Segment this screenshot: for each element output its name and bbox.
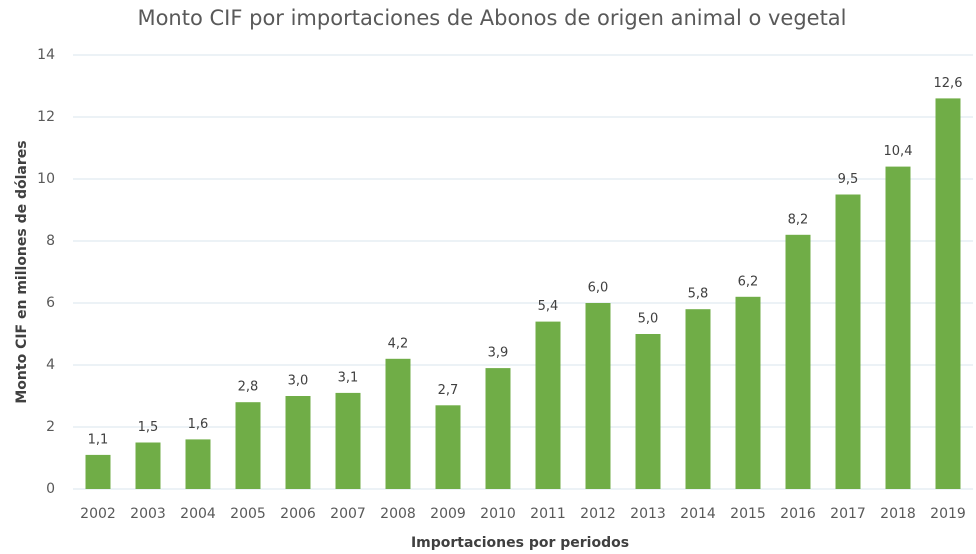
bar	[235, 402, 261, 489]
x-tick-label: 2002	[80, 506, 116, 522]
value-label: 3,1	[338, 370, 359, 385]
value-label: 1,6	[188, 417, 209, 432]
y-tick-label: 12	[37, 109, 55, 125]
value-label: 5,0	[638, 312, 659, 327]
y-tick-label: 2	[46, 419, 55, 435]
value-label: 4,2	[388, 336, 409, 351]
y-tick-label: 0	[46, 481, 55, 497]
bar	[285, 396, 311, 489]
x-tick-label: 2005	[230, 506, 266, 522]
x-tick-label: 2019	[930, 506, 966, 522]
y-tick-label: 8	[46, 233, 55, 249]
x-tick-label: 2008	[380, 506, 416, 522]
value-label: 3,0	[288, 374, 309, 389]
x-tick-label: 2003	[130, 506, 166, 522]
value-label: 2,7	[438, 383, 459, 398]
value-label: 10,4	[884, 144, 913, 159]
x-tick-label: 2015	[730, 506, 766, 522]
value-label: 9,5	[838, 172, 859, 187]
x-tick-label: 2011	[530, 506, 566, 522]
x-tick-label: 2018	[880, 506, 916, 522]
bar	[885, 166, 911, 489]
value-label: 1,1	[88, 432, 109, 447]
bar	[735, 296, 761, 489]
bar	[185, 439, 211, 489]
value-label: 2,8	[238, 380, 259, 395]
bar	[685, 309, 711, 489]
value-label: 8,2	[788, 212, 809, 227]
value-label: 12,6	[934, 76, 963, 91]
value-label: 6,0	[588, 281, 609, 296]
bar	[85, 454, 111, 489]
x-tick-label: 2004	[180, 506, 216, 522]
y-tick-label: 6	[46, 295, 55, 311]
x-tick-label: 2016	[780, 506, 816, 522]
bar	[585, 303, 611, 489]
value-label: 6,2	[738, 274, 759, 289]
value-label: 1,5	[138, 420, 159, 435]
x-tick-label: 2006	[280, 506, 316, 522]
bar	[435, 405, 461, 489]
bar	[335, 392, 361, 489]
x-tick-label: 2007	[330, 506, 366, 522]
bar	[785, 234, 811, 489]
bar	[935, 98, 961, 490]
bar	[135, 442, 161, 489]
y-axis-title: Monto CIF en millones de dólares	[14, 140, 30, 403]
bar	[385, 358, 411, 489]
bar	[635, 334, 661, 489]
value-label: 3,9	[488, 346, 509, 361]
y-tick-label: 4	[46, 357, 55, 373]
x-tick-label: 2017	[830, 506, 866, 522]
chart-title: Monto CIF por importaciones de Abonos de…	[137, 6, 846, 30]
x-tick-label: 2010	[480, 506, 516, 522]
y-tick-label: 14	[37, 47, 55, 63]
x-tick-label: 2012	[580, 506, 616, 522]
x-axis-title: Importaciones por periodos	[411, 535, 629, 551]
x-tick-label: 2013	[630, 506, 666, 522]
bar	[835, 194, 861, 489]
y-tick-label: 10	[37, 171, 55, 187]
value-label: 5,4	[538, 299, 559, 314]
bar	[485, 368, 511, 489]
bar	[535, 321, 561, 489]
x-tick-label: 2014	[680, 506, 716, 522]
value-label: 5,8	[688, 287, 709, 302]
x-tick-label: 2009	[430, 506, 466, 522]
